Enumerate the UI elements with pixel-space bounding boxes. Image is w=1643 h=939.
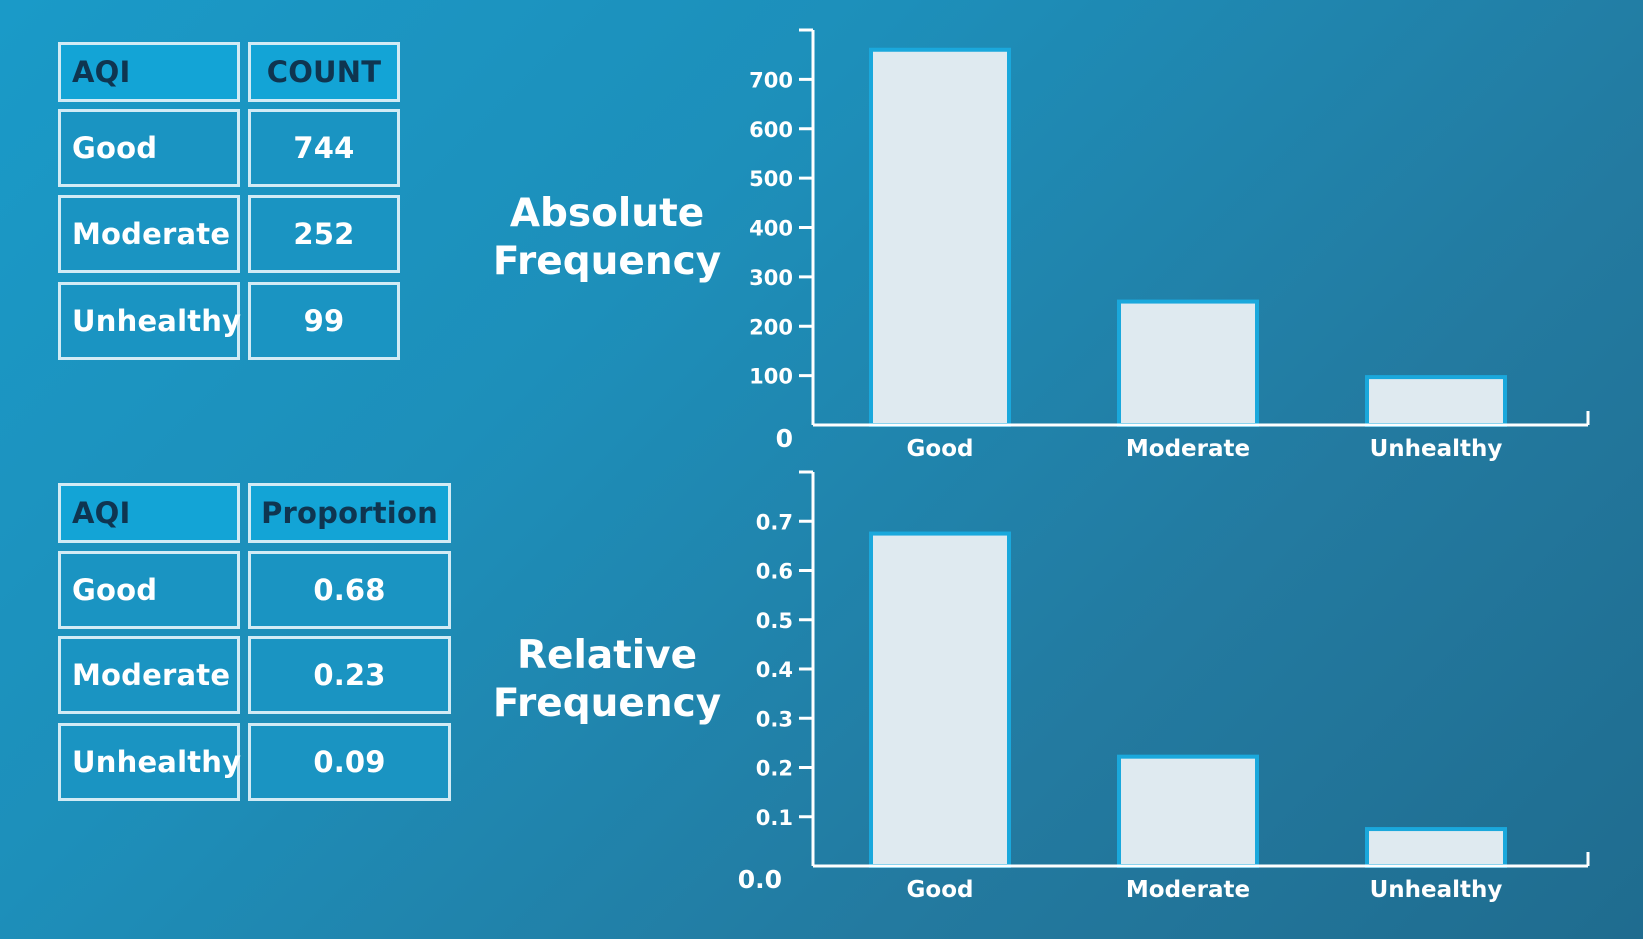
table2-header-proportion: Proportion [248, 483, 451, 543]
rel-origin-label: 0.0 [738, 865, 782, 894]
rel-y-tick-label: 0.2 [756, 757, 793, 781]
table2-row-good-value: 0.68 [248, 551, 451, 629]
rel-category-label: Unhealthy [1370, 877, 1503, 903]
table1-header-aqi: AQI [58, 42, 240, 102]
rel-bar-unhealthy [1365, 827, 1507, 868]
abs-y-tick-label: 700 [749, 68, 793, 92]
abs-y-tick-label: 500 [749, 167, 793, 191]
rel-y-tick-label: 0.3 [756, 707, 793, 731]
table1-row-unhealthy-label: Unhealthy [58, 282, 241, 360]
rel-y-tick-label: 0.7 [756, 510, 793, 534]
rel-y-tick-label: 0.6 [756, 560, 793, 584]
table2-header-aqi: AQI [58, 483, 240, 543]
table1-row-moderate-label: Moderate [58, 195, 240, 273]
abs-y-tick-label: 400 [749, 217, 793, 241]
abs-origin-label: 0 [776, 424, 793, 453]
abs-y-tick-label: 100 [749, 365, 793, 389]
abs-y-tick-label: 600 [749, 118, 793, 142]
abs-y-tick-label: 200 [749, 315, 793, 339]
abs-y-tick-label: 300 [749, 266, 793, 290]
abs-category-label: Moderate [1126, 436, 1250, 462]
absolute-frequency-title-line2: Frequency [492, 239, 722, 284]
absolute-frequency-title-line1: Absolute [509, 191, 705, 236]
abs-category-label: Good [907, 436, 974, 462]
relative-frequency-title-line2: Frequency [492, 681, 722, 726]
rel-bar-good [869, 531, 1011, 868]
table2-row-unhealthy-label: Unhealthy [58, 723, 241, 801]
table2-row-good-label: Good [58, 551, 240, 629]
table1-row-good-value: 744 [248, 109, 400, 187]
rel-category-label: Good [907, 877, 974, 903]
table2-row-moderate-value: 0.23 [248, 636, 451, 714]
rel-y-tick-label: 0.5 [756, 609, 793, 633]
rel-category-label: Moderate [1126, 877, 1250, 903]
relative-frequency-title: Relative Frequency [477, 632, 737, 728]
rel-y-tick-label: 0.4 [756, 658, 793, 682]
absolute-frequency-title: Absolute Frequency [477, 190, 737, 286]
rel-y-tick-label: 0.1 [756, 806, 793, 830]
table1-row-good-label: Good [58, 109, 240, 187]
table2-row-unhealthy-value: 0.09 [248, 723, 451, 801]
table1-row-unhealthy-value: 99 [248, 282, 400, 360]
table1-header-count: COUNT [248, 42, 400, 102]
rel-bar-moderate [1117, 754, 1259, 868]
relative-frequency-title-line1: Relative [516, 633, 698, 678]
abs-bar-good [869, 47, 1011, 427]
table1-row-moderate-value: 252 [248, 195, 400, 273]
abs-category-label: Unhealthy [1370, 436, 1503, 462]
table2-row-moderate-label: Moderate [58, 636, 240, 714]
